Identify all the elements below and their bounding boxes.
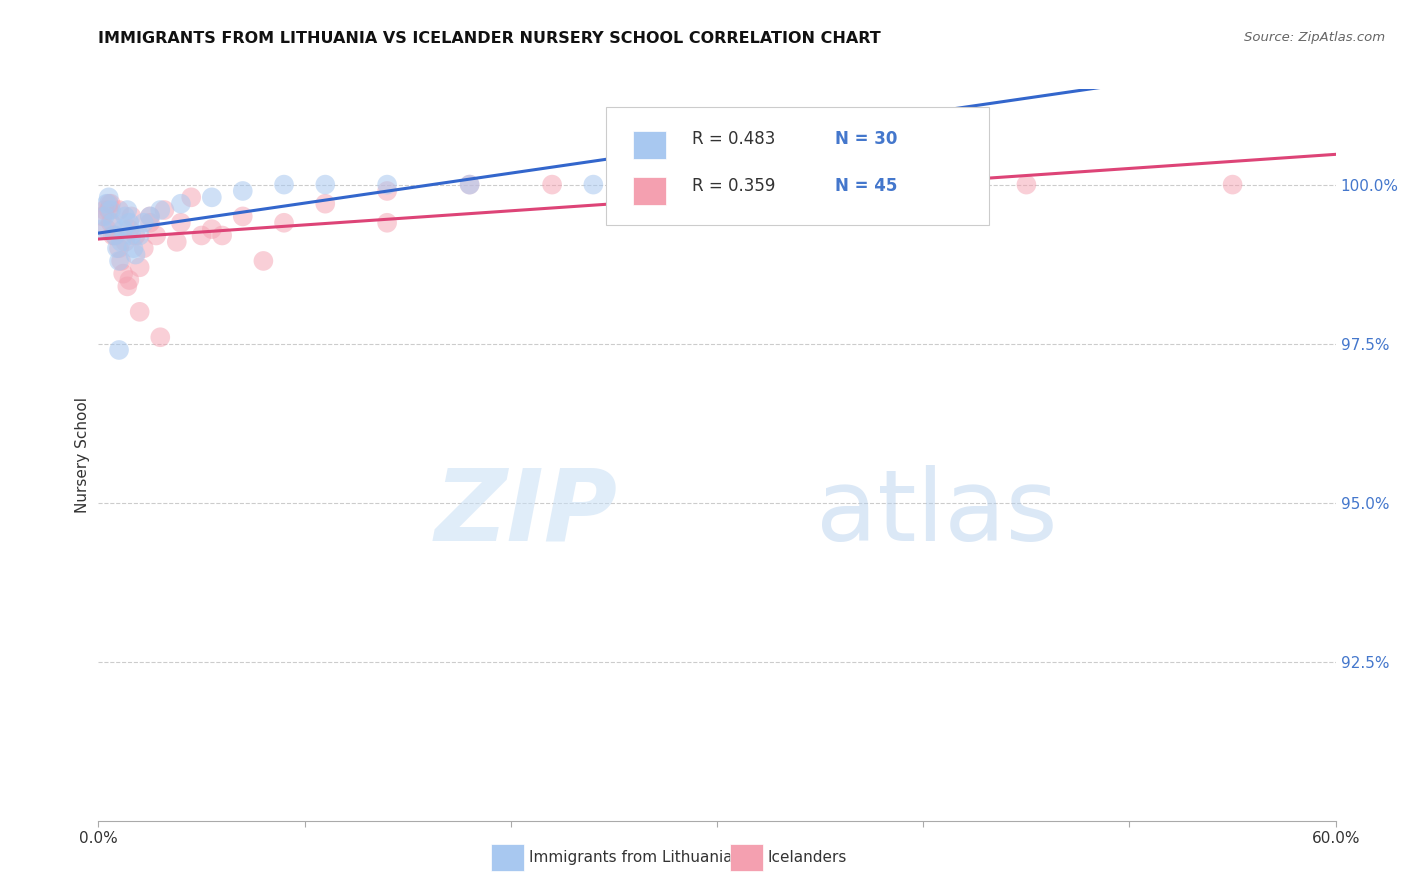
Text: N = 30: N = 30: [835, 130, 897, 148]
Point: [104, 228, 127, 243]
Point: [375, 178, 398, 192]
Y-axis label: Nursery School: Nursery School: [75, 397, 90, 513]
Point: [118, 273, 141, 287]
Point: [145, 228, 167, 243]
Point: [112, 222, 135, 236]
Point: [232, 184, 254, 198]
Point: [273, 216, 295, 230]
Point: [104, 228, 127, 243]
Text: R = 0.359: R = 0.359: [692, 177, 776, 194]
Point: [541, 178, 564, 192]
Point: [314, 178, 336, 192]
Point: [91, 222, 114, 236]
Point: [120, 210, 142, 224]
Text: Icelanders: Icelanders: [768, 850, 846, 864]
Point: [153, 202, 176, 217]
Point: [124, 228, 146, 243]
Text: Immigrants from Lithuania: Immigrants from Lithuania: [529, 850, 733, 864]
Point: [375, 216, 398, 230]
Point: [132, 241, 155, 255]
Point: [91, 210, 114, 224]
Point: [100, 202, 122, 217]
Text: N = 45: N = 45: [835, 177, 897, 194]
Text: IMMIGRANTS FROM LITHUANIA VS ICELANDER NURSERY SCHOOL CORRELATION CHART: IMMIGRANTS FROM LITHUANIA VS ICELANDER N…: [98, 31, 882, 46]
Point: [108, 254, 131, 268]
Point: [97, 202, 120, 217]
Point: [190, 228, 212, 243]
Point: [108, 202, 131, 217]
Point: [96, 222, 118, 236]
Point: [112, 267, 135, 281]
Point: [180, 190, 202, 204]
Point: [97, 196, 120, 211]
Point: [108, 343, 131, 357]
Point: [96, 196, 118, 211]
Point: [139, 216, 162, 230]
Point: [118, 222, 141, 236]
Point: [118, 216, 141, 230]
Point: [93, 202, 115, 217]
Point: [830, 178, 852, 192]
Point: [110, 235, 132, 249]
Point: [458, 178, 481, 192]
Point: [101, 228, 124, 243]
Point: [458, 178, 481, 192]
Point: [665, 178, 688, 192]
Point: [201, 190, 224, 204]
Point: [117, 202, 139, 217]
Point: [97, 190, 120, 204]
Point: [149, 202, 172, 217]
Point: [139, 210, 162, 224]
Point: [128, 305, 150, 319]
Point: [139, 210, 162, 224]
Point: [149, 330, 172, 344]
FancyBboxPatch shape: [606, 108, 990, 225]
Point: [166, 235, 188, 249]
Point: [201, 222, 224, 236]
Point: [114, 235, 136, 249]
Point: [128, 260, 150, 275]
Text: R = 0.483: R = 0.483: [692, 130, 776, 148]
Point: [120, 228, 142, 243]
Point: [105, 241, 128, 255]
Point: [128, 228, 150, 243]
Point: [101, 216, 124, 230]
Point: [170, 196, 193, 211]
Point: [252, 254, 274, 268]
Point: [314, 196, 336, 211]
Point: [100, 196, 122, 211]
Point: [582, 178, 605, 192]
Point: [108, 241, 131, 255]
Point: [117, 279, 139, 293]
Point: [1015, 178, 1038, 192]
Point: [93, 210, 115, 224]
Point: [132, 216, 155, 230]
Point: [273, 178, 295, 192]
Point: [1222, 178, 1244, 192]
Point: [100, 216, 122, 230]
Text: ZIP: ZIP: [434, 465, 619, 562]
Text: atlas: atlas: [815, 465, 1057, 562]
FancyBboxPatch shape: [633, 130, 666, 160]
Point: [122, 241, 145, 255]
Point: [375, 184, 398, 198]
Point: [124, 247, 146, 261]
FancyBboxPatch shape: [633, 177, 666, 205]
Point: [170, 216, 193, 230]
Point: [211, 228, 233, 243]
Point: [232, 210, 254, 224]
Point: [114, 210, 136, 224]
Point: [110, 254, 132, 268]
Text: Source: ZipAtlas.com: Source: ZipAtlas.com: [1244, 31, 1385, 45]
